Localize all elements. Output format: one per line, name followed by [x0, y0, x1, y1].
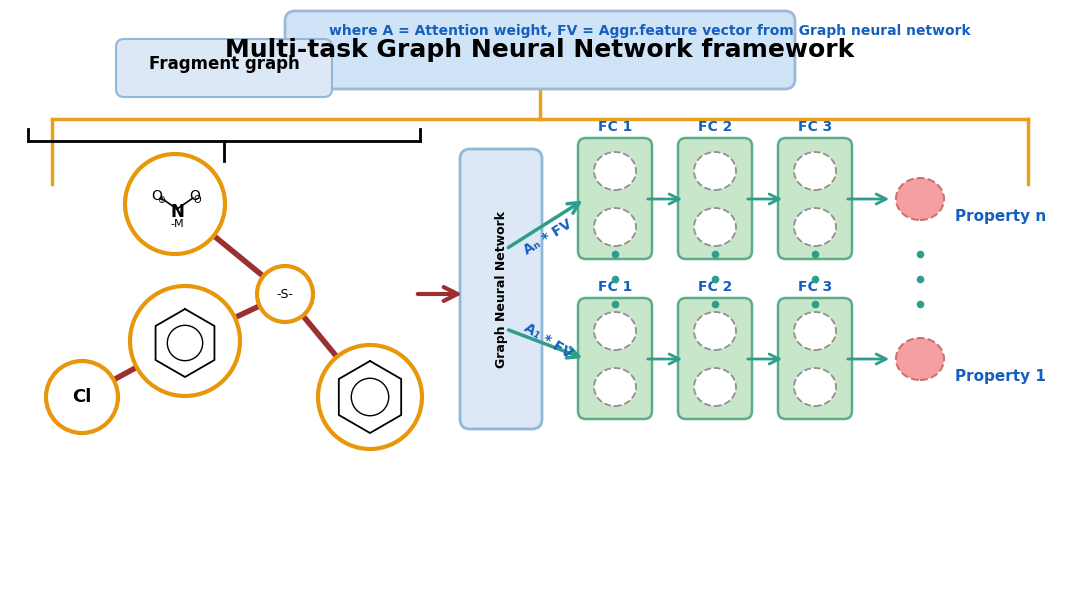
- FancyBboxPatch shape: [116, 39, 332, 97]
- FancyBboxPatch shape: [460, 149, 542, 429]
- Ellipse shape: [794, 368, 836, 406]
- Ellipse shape: [594, 368, 636, 406]
- Ellipse shape: [794, 312, 836, 350]
- Text: -M: -M: [171, 219, 184, 229]
- Text: FC 1: FC 1: [598, 280, 632, 294]
- Text: Θ: Θ: [193, 195, 201, 205]
- Text: Graph Neural Network: Graph Neural Network: [495, 210, 508, 368]
- Ellipse shape: [694, 368, 735, 406]
- Circle shape: [125, 154, 225, 254]
- Ellipse shape: [794, 152, 836, 190]
- Ellipse shape: [694, 152, 735, 190]
- FancyBboxPatch shape: [678, 298, 752, 419]
- Ellipse shape: [594, 152, 636, 190]
- FancyBboxPatch shape: [778, 138, 852, 259]
- Text: FC 3: FC 3: [798, 280, 832, 294]
- Text: Multi-task Graph Neural Network framework: Multi-task Graph Neural Network framewor…: [226, 38, 854, 62]
- Circle shape: [46, 361, 118, 433]
- Text: Cl: Cl: [72, 388, 92, 406]
- Ellipse shape: [694, 208, 735, 246]
- Circle shape: [318, 345, 422, 449]
- Text: O: O: [151, 189, 162, 203]
- Ellipse shape: [594, 208, 636, 246]
- FancyBboxPatch shape: [578, 298, 652, 419]
- Text: Fragment graph: Fragment graph: [149, 55, 299, 73]
- Text: FC 2: FC 2: [698, 280, 732, 294]
- FancyBboxPatch shape: [678, 138, 752, 259]
- FancyBboxPatch shape: [778, 298, 852, 419]
- Ellipse shape: [896, 178, 944, 220]
- FancyBboxPatch shape: [285, 11, 795, 89]
- Ellipse shape: [794, 208, 836, 246]
- Text: Aₙ * FV: Aₙ * FV: [522, 217, 575, 257]
- Ellipse shape: [594, 312, 636, 350]
- FancyBboxPatch shape: [578, 138, 652, 259]
- Text: FC 2: FC 2: [698, 120, 732, 134]
- Ellipse shape: [896, 338, 944, 380]
- Text: -S-: -S-: [276, 287, 294, 300]
- Text: where A = Attention weight, FV = Aggr.feature vector from Graph neural network: where A = Attention weight, FV = Aggr.fe…: [329, 24, 971, 38]
- Circle shape: [130, 286, 240, 396]
- Text: N: N: [170, 203, 184, 221]
- Text: ⊕: ⊕: [157, 195, 165, 205]
- Text: FC 1: FC 1: [598, 120, 632, 134]
- Text: FC 3: FC 3: [798, 120, 832, 134]
- Text: O: O: [190, 189, 201, 203]
- Text: A₁ * FV: A₁ * FV: [522, 321, 575, 361]
- Ellipse shape: [694, 312, 735, 350]
- Circle shape: [257, 266, 313, 322]
- Text: Property 1: Property 1: [955, 369, 1045, 385]
- Text: Property n: Property n: [955, 210, 1047, 224]
